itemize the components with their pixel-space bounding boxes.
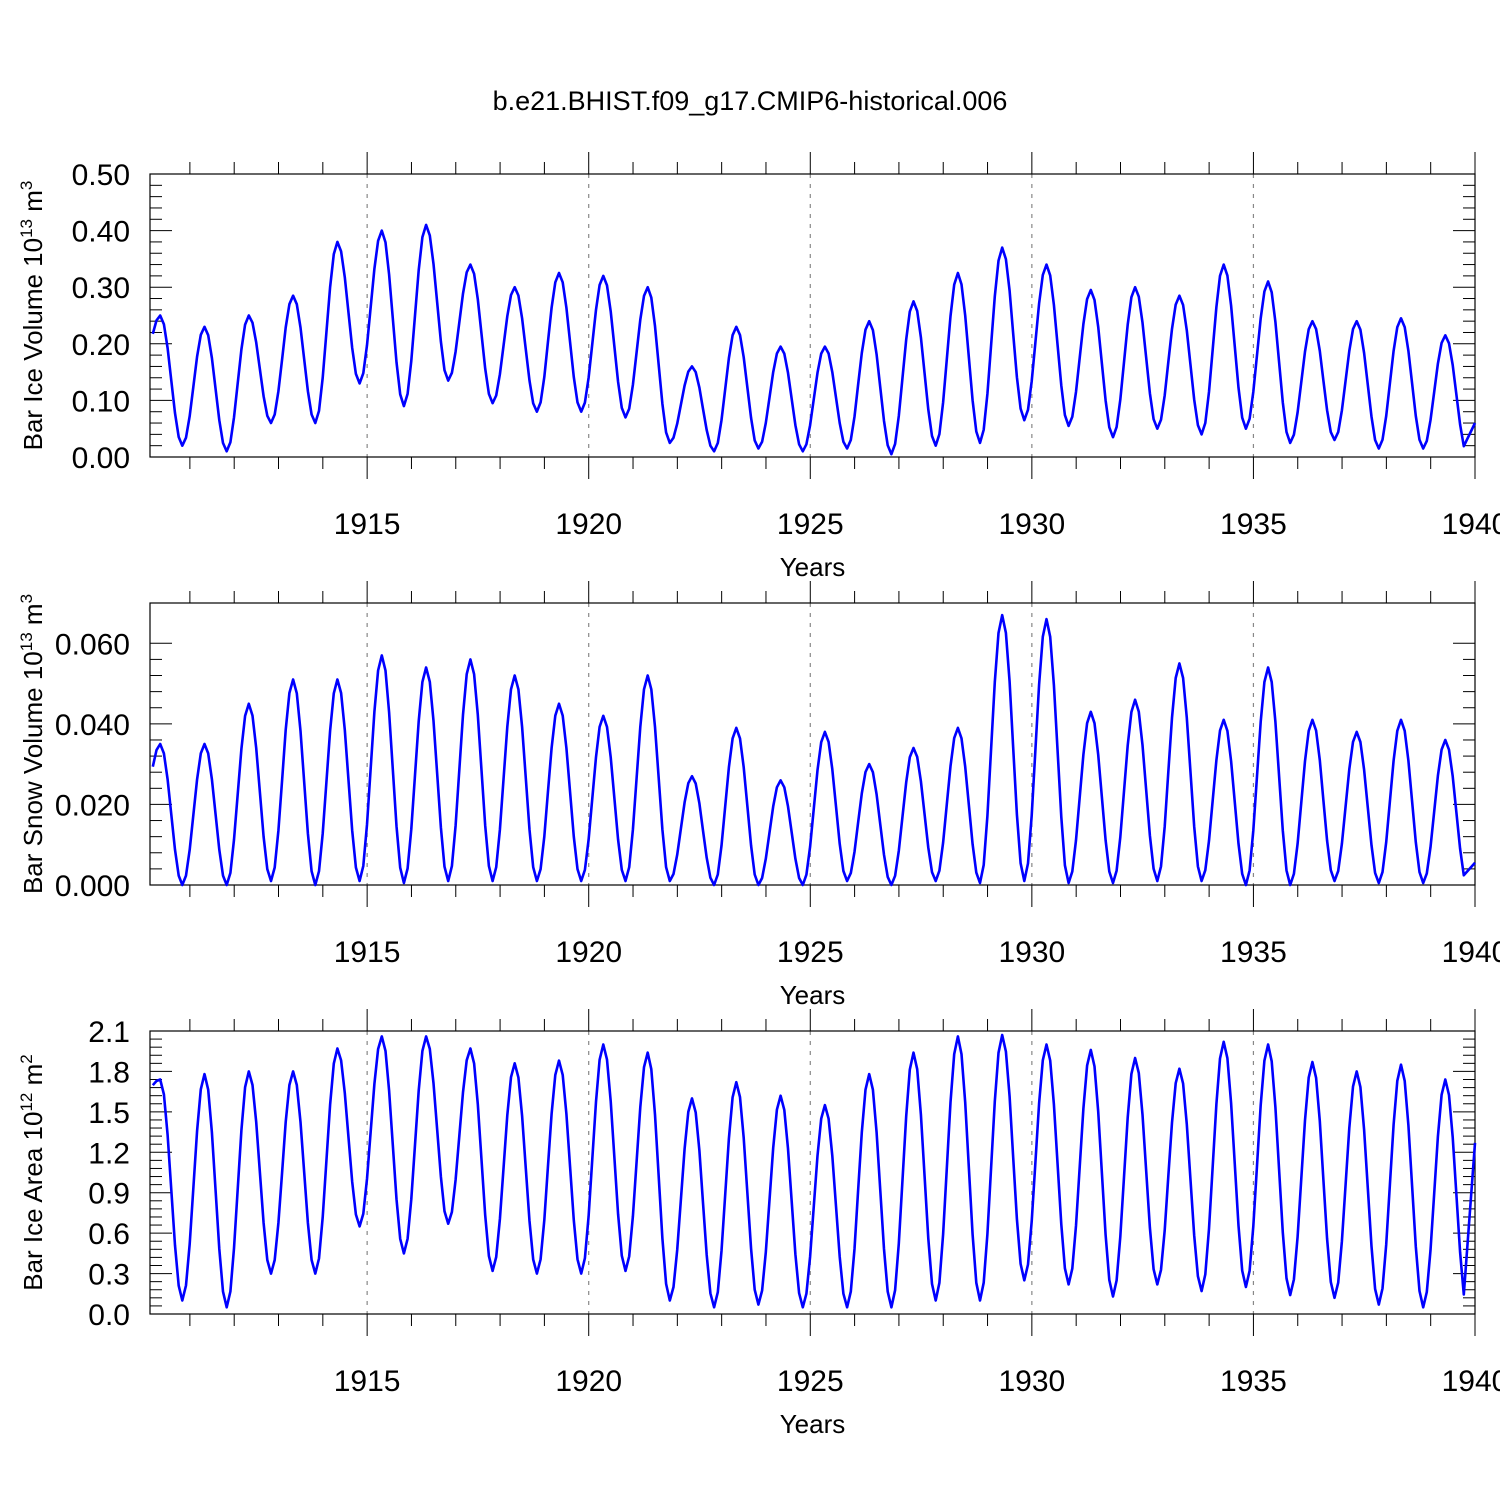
x-tick-label: 1925 (777, 1365, 844, 1398)
y-tick-label: 0.040 (55, 709, 130, 742)
x-axis-title: Years (780, 980, 846, 1010)
y-tick-label: 1.8 (88, 1056, 130, 1089)
x-tick-label: 1920 (555, 1365, 622, 1398)
y-tick-label: 0.6 (88, 1218, 130, 1251)
y-tick-label: 2.1 (88, 1016, 130, 1049)
y-tick-label: 0.9 (88, 1178, 130, 1211)
y-tick-label: 0.060 (55, 628, 130, 661)
x-tick-label: 1940 (1442, 1365, 1500, 1398)
y-tick-label: 0.50 (72, 159, 130, 192)
x-tick-label: 1925 (777, 508, 844, 541)
y-tick-label: 1.5 (88, 1097, 130, 1130)
y-tick-label: 0.3 (88, 1259, 130, 1292)
figure-title: b.e21.BHIST.f09_g17.CMIP6-historical.006 (493, 86, 1008, 116)
plot-frame (149, 1030, 1476, 1315)
x-tick-label: 1930 (998, 1365, 1065, 1398)
y-axis-title: Bar Ice Volume 1013 m3 (17, 181, 48, 451)
x-tick-label: 1915 (334, 508, 401, 541)
y-tick-label: 0.0 (88, 1299, 130, 1332)
x-tick-label: 1940 (1442, 508, 1500, 541)
series-line (151, 613, 1476, 887)
x-axis-title: Years (780, 1409, 846, 1439)
y-tick-label: 1.2 (88, 1137, 130, 1170)
y-tick-label: 0.20 (72, 329, 130, 362)
x-tick-label: 1920 (555, 936, 622, 969)
x-tick-label: 1930 (998, 508, 1065, 541)
x-tick-label: 1930 (998, 936, 1065, 969)
y-axis-title: Bar Snow Volume 1013 m3 (17, 594, 48, 894)
x-tick-label: 1940 (1442, 936, 1500, 969)
x-tick-label: 1935 (1220, 936, 1287, 969)
y-tick-label: 0.10 (72, 385, 130, 418)
x-tick-label: 1935 (1220, 1365, 1287, 1398)
y-tick-label: 0.40 (72, 216, 130, 249)
y-tick-label: 0.00 (72, 442, 130, 475)
x-tick-label: 1915 (334, 1365, 401, 1398)
series-line (151, 223, 1477, 456)
y-tick-label: 0.020 (55, 789, 130, 822)
y-axis-title: Bar Ice Area 1012 m2 (17, 1054, 48, 1291)
x-tick-label: 1925 (777, 936, 844, 969)
snow-volume-panel: 0.000 0.020 0.040 0.060 1915 1920 1925 1930 1935… (17, 581, 1500, 1010)
x-tick-label: 1915 (334, 936, 401, 969)
x-axis-title: Years (780, 552, 846, 582)
ice-volume-panel: 0.00 0.10 0.20 0.30 0.40 0.50 1915 1920 1925 1930… (17, 152, 1500, 582)
plot-frame (149, 173, 1476, 458)
ice-area-panel: 0.0 0.3 0.6 0.9 1.2 1.5 1.8 2.1 1915 1920 1925 1930… (17, 1009, 1500, 1439)
series-line (151, 1033, 1477, 1309)
y-tick-label: 0.000 (55, 870, 130, 903)
x-tick-label: 1935 (1220, 508, 1287, 541)
x-tick-label: 1920 (555, 508, 622, 541)
y-tick-label: 0.30 (72, 272, 130, 305)
plot-frame (149, 602, 1476, 886)
